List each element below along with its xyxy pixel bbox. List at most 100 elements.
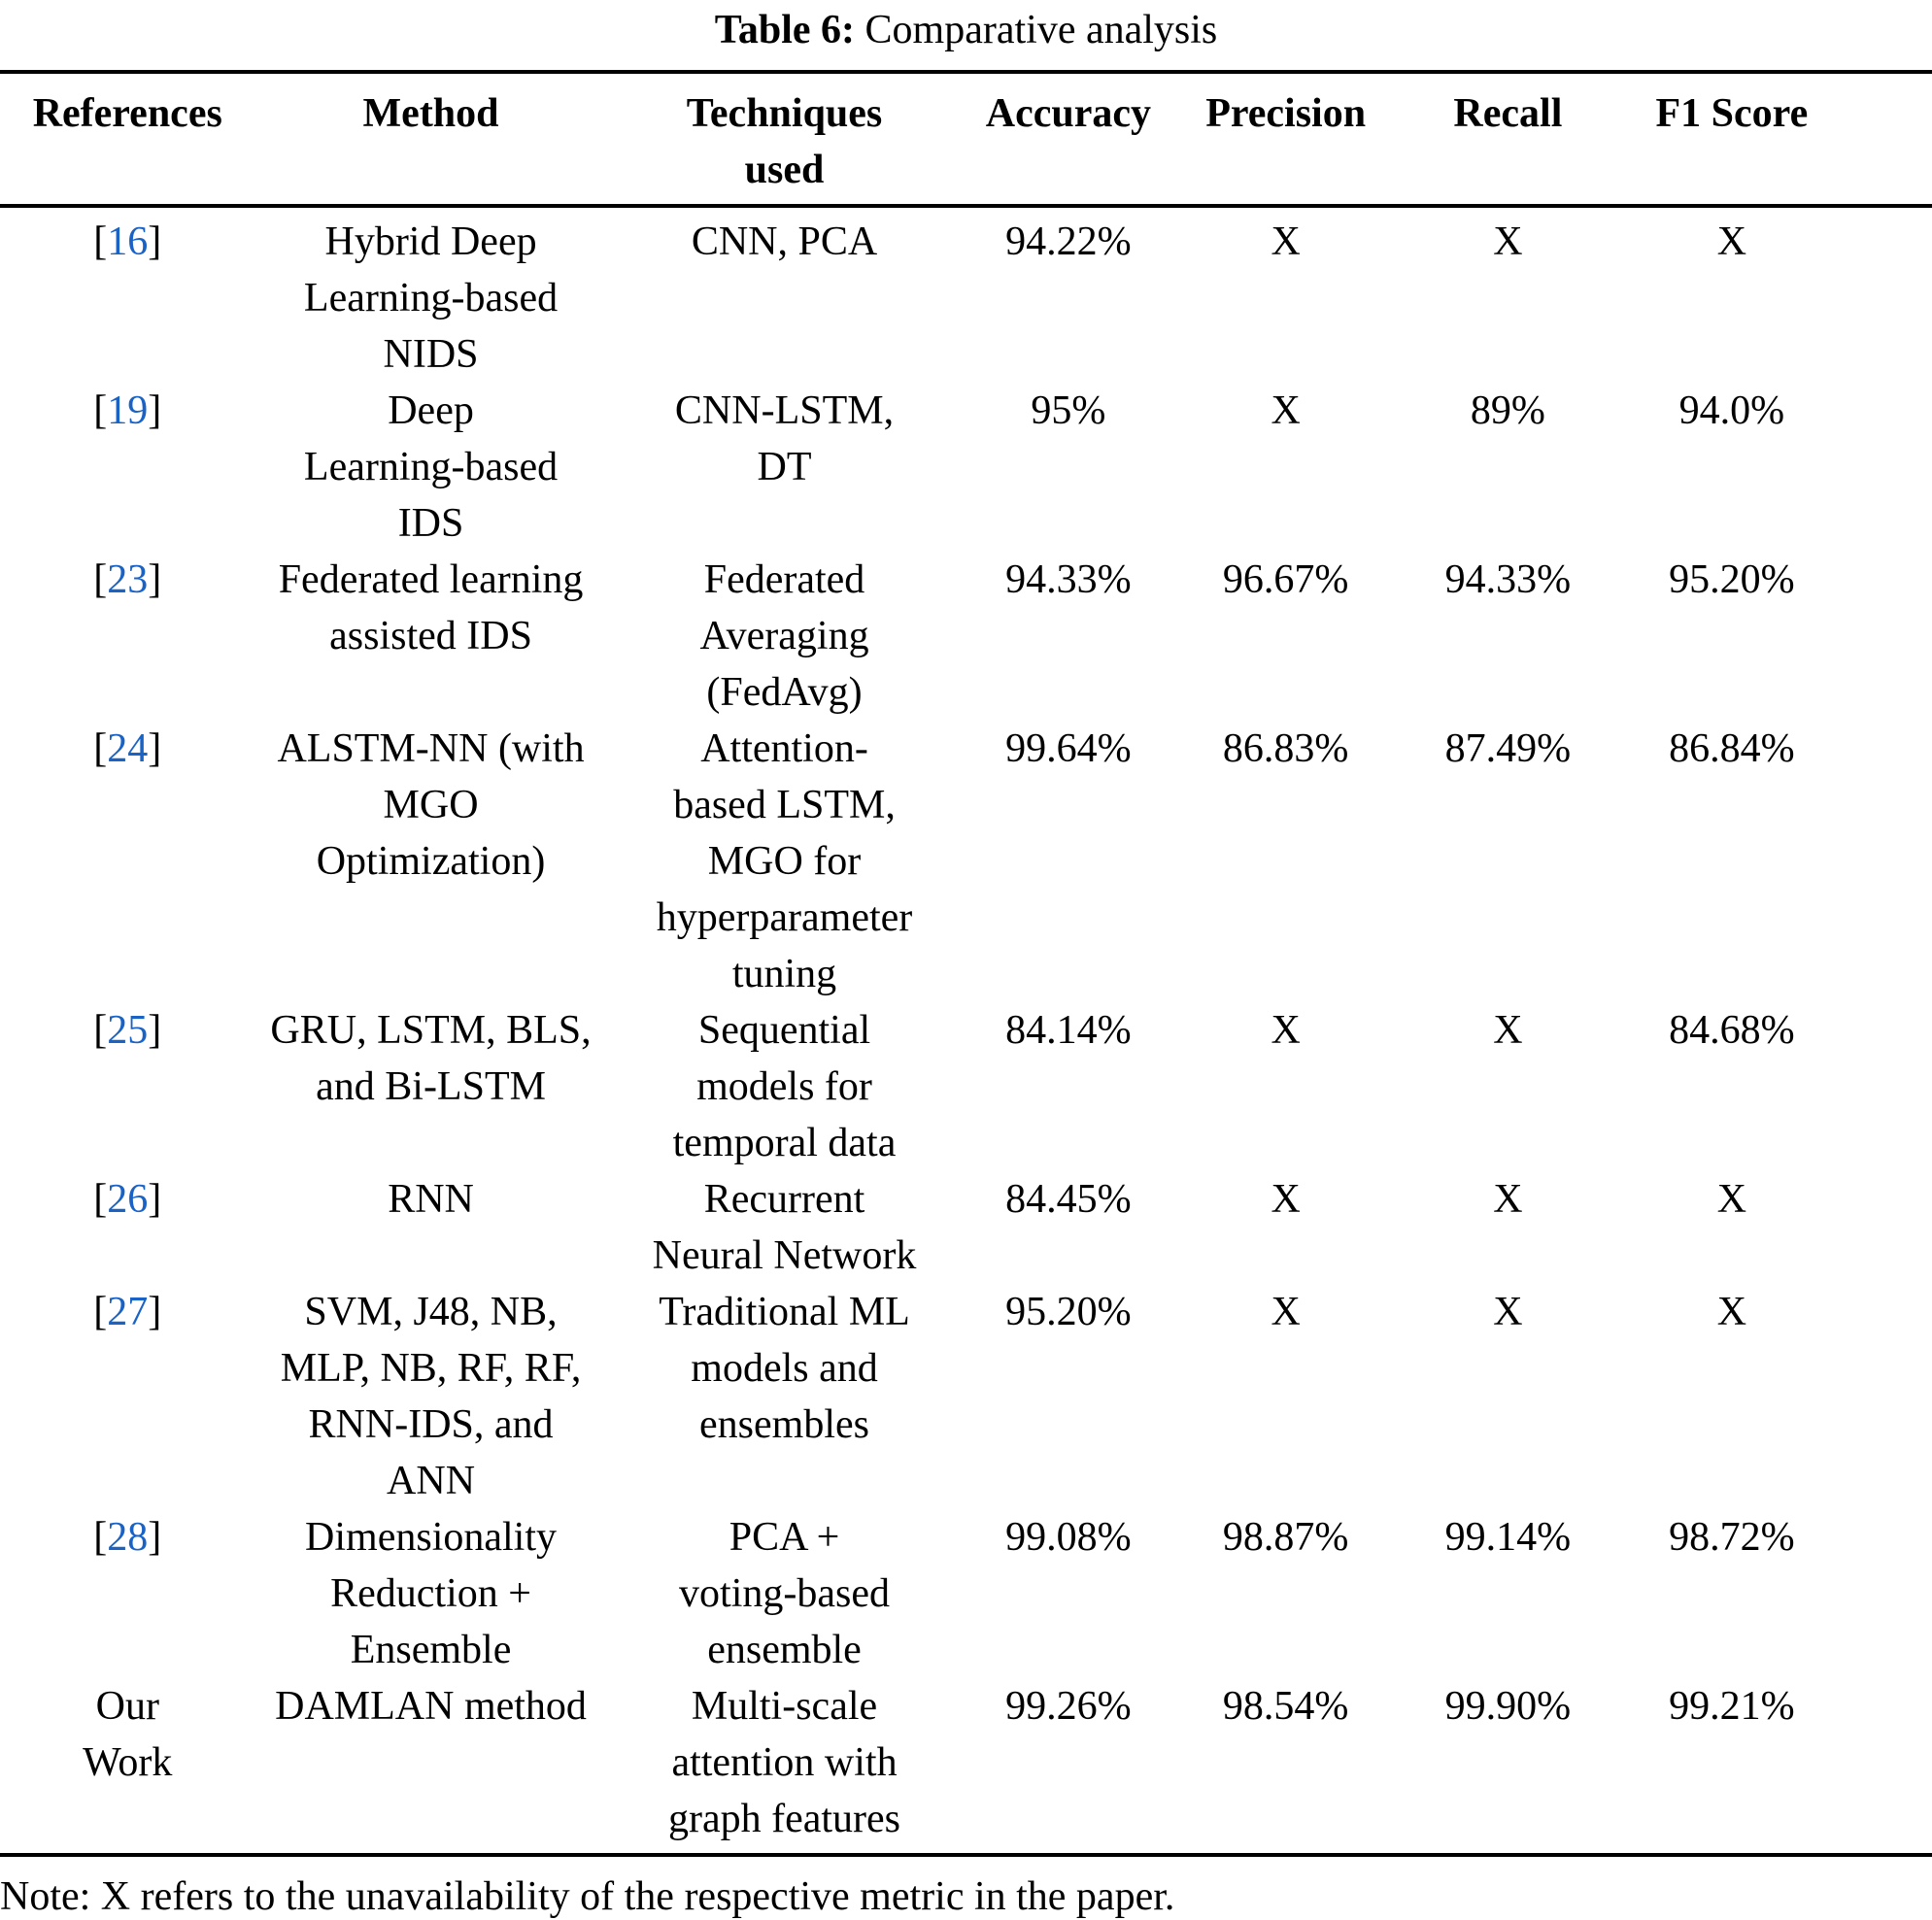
bracket-open: [ bbox=[93, 1177, 108, 1222]
table-row: [27] SVM, J48, NB, MLP, NB, RF, RF, RNN-… bbox=[0, 1284, 1932, 1509]
reference-cell: [26] bbox=[0, 1171, 255, 1284]
f1-cell: X bbox=[1716, 1290, 1747, 1334]
bracket-close: ] bbox=[148, 388, 162, 433]
column-header-method: Method bbox=[254, 72, 607, 208]
bracket-open: [ bbox=[93, 1290, 108, 1334]
techniques-cell: Traditional ML models and ensembles bbox=[659, 1290, 910, 1447]
precision-cell: X bbox=[1271, 1008, 1301, 1053]
column-header-precision: Precision bbox=[1174, 72, 1398, 208]
f1-cell: 86.84% bbox=[1669, 726, 1795, 771]
recall-cell: X bbox=[1493, 1008, 1523, 1053]
table-body: [16] Hybrid Deep Learning-based NIDS CNN… bbox=[0, 206, 1932, 1857]
reference-cell: [28] bbox=[0, 1509, 255, 1678]
precision-cell: 86.83% bbox=[1222, 726, 1349, 771]
techniques-cell: Recurrent Neural Network bbox=[652, 1177, 917, 1278]
techniques-cell: CNN-LSTM, DT bbox=[674, 388, 895, 489]
accuracy-cell: 99.64% bbox=[1005, 726, 1132, 771]
f1-cell: 84.68% bbox=[1669, 1008, 1795, 1053]
table-row: [26] RNN Recurrent Neural Network 84.45%… bbox=[0, 1171, 1932, 1284]
recall-cell: 89% bbox=[1470, 388, 1545, 433]
method-cell: SVM, J48, NB, MLP, NB, RF, RF, RNN-IDS, … bbox=[280, 1290, 582, 1503]
bracket-open: [ bbox=[93, 557, 108, 602]
table-row: [28] Dimensionality Reduction + Ensemble… bbox=[0, 1509, 1932, 1678]
recall-cell: X bbox=[1493, 219, 1523, 264]
recall-cell: X bbox=[1493, 1290, 1523, 1334]
bracket-open: [ bbox=[93, 1515, 108, 1560]
citation-link[interactable]: 25 bbox=[107, 1008, 149, 1053]
accuracy-cell: 99.08% bbox=[1005, 1515, 1132, 1560]
f1-cell: 99.21% bbox=[1618, 1678, 1932, 1857]
recall-cell: X bbox=[1493, 1177, 1523, 1222]
recall-cell: 94.33% bbox=[1444, 557, 1572, 602]
f1-cell: X bbox=[1716, 219, 1747, 264]
citation-link[interactable]: 28 bbox=[107, 1515, 149, 1560]
bracket-open: [ bbox=[93, 726, 108, 771]
techniques-cell: Attention- based LSTM, MGO for hyperpara… bbox=[656, 726, 913, 996]
techniques-cell: Multi-scale attention with graph feature… bbox=[606, 1678, 963, 1857]
column-header-references: References bbox=[0, 72, 255, 208]
reference-cell: [23] bbox=[0, 552, 255, 721]
bracket-close: ] bbox=[148, 1008, 162, 1053]
techniques-cell: CNN, PCA bbox=[691, 219, 878, 264]
table-caption: Table 6: Comparative analysis bbox=[0, 2, 1932, 58]
bracket-close: ] bbox=[148, 726, 162, 771]
citation-link[interactable]: 19 bbox=[107, 388, 149, 433]
citation-link[interactable]: 27 bbox=[107, 1290, 149, 1334]
table-row: [16] Hybrid Deep Learning-based NIDS CNN… bbox=[0, 206, 1932, 383]
accuracy-cell: 94.22% bbox=[1005, 219, 1132, 264]
reference-cell: [24] bbox=[0, 721, 255, 1002]
precision-cell: 98.87% bbox=[1222, 1515, 1349, 1560]
table-header: References Method Techniques used Accura… bbox=[0, 72, 1932, 208]
table-row: [25] GRU, LSTM, BLS, and Bi-LSTM Sequent… bbox=[0, 1002, 1932, 1171]
bracket-open: [ bbox=[93, 1008, 108, 1053]
bracket-close: ] bbox=[148, 557, 162, 602]
table-row: Our Work DAMLAN method Multi-scale atten… bbox=[0, 1678, 1932, 1857]
recall-cell: 99.90% bbox=[1397, 1678, 1619, 1857]
precision-cell: X bbox=[1271, 1290, 1301, 1334]
recall-cell: 87.49% bbox=[1444, 726, 1572, 771]
citation-link[interactable]: 16 bbox=[107, 219, 149, 264]
accuracy-cell: 84.45% bbox=[1005, 1177, 1132, 1222]
accuracy-cell: 99.26% bbox=[962, 1678, 1175, 1857]
table-row: [24] ALSTM-NN (with MGO Optimization) At… bbox=[0, 721, 1932, 1002]
bracket-close: ] bbox=[148, 1290, 162, 1334]
f1-cell: X bbox=[1716, 1177, 1747, 1222]
accuracy-cell: 95.20% bbox=[1005, 1290, 1132, 1334]
bracket-open: [ bbox=[93, 219, 108, 264]
recall-cell: 99.14% bbox=[1444, 1515, 1572, 1560]
column-header-techniques: Techniques used bbox=[606, 72, 963, 208]
accuracy-cell: 95% bbox=[1031, 388, 1106, 433]
reference-cell: Our Work bbox=[0, 1678, 255, 1857]
method-cell: RNN bbox=[388, 1177, 474, 1222]
accuracy-cell: 84.14% bbox=[1005, 1008, 1132, 1053]
f1-cell: 98.72% bbox=[1669, 1515, 1795, 1560]
bracket-open: [ bbox=[93, 388, 108, 433]
citation-link[interactable]: 26 bbox=[107, 1177, 149, 1222]
method-cell: Deep Learning-based IDS bbox=[303, 388, 559, 546]
reference-cell: [27] bbox=[0, 1284, 255, 1509]
column-header-accuracy: Accuracy bbox=[962, 72, 1175, 208]
method-cell: ALSTM-NN (with MGO Optimization) bbox=[277, 726, 585, 884]
precision-cell: X bbox=[1271, 219, 1301, 264]
citation-link[interactable]: 24 bbox=[107, 726, 149, 771]
table-note: Note: X refers to the unavailability of … bbox=[0, 1874, 1175, 1919]
header-row: References Method Techniques used Accura… bbox=[0, 72, 1932, 208]
method-cell: DAMLAN method bbox=[254, 1678, 607, 1857]
table-caption-text: Comparative analysis bbox=[855, 8, 1218, 52]
reference-cell: [16] bbox=[0, 206, 255, 383]
reference-cell: [25] bbox=[0, 1002, 255, 1171]
citation-link[interactable]: 23 bbox=[107, 557, 149, 602]
bracket-close: ] bbox=[148, 219, 162, 264]
precision-cell: X bbox=[1271, 388, 1301, 433]
table-row: [19] Deep Learning-based IDS CNN-LSTM, D… bbox=[0, 383, 1932, 552]
techniques-cell: Sequential models for temporal data bbox=[672, 1008, 897, 1165]
precision-cell: 98.54% bbox=[1174, 1678, 1398, 1857]
method-cell: Hybrid Deep Learning-based NIDS bbox=[303, 219, 559, 377]
f1-cell: 95.20% bbox=[1669, 557, 1795, 602]
reference-cell: [19] bbox=[0, 383, 255, 552]
f1-cell: 94.0% bbox=[1678, 388, 1785, 433]
method-cell: GRU, LSTM, BLS, and Bi-LSTM bbox=[270, 1008, 592, 1109]
techniques-cell: PCA + voting-based ensemble bbox=[679, 1515, 890, 1672]
table-row: [23] Federated learning assisted IDS Fed… bbox=[0, 552, 1932, 721]
precision-cell: X bbox=[1271, 1177, 1301, 1222]
